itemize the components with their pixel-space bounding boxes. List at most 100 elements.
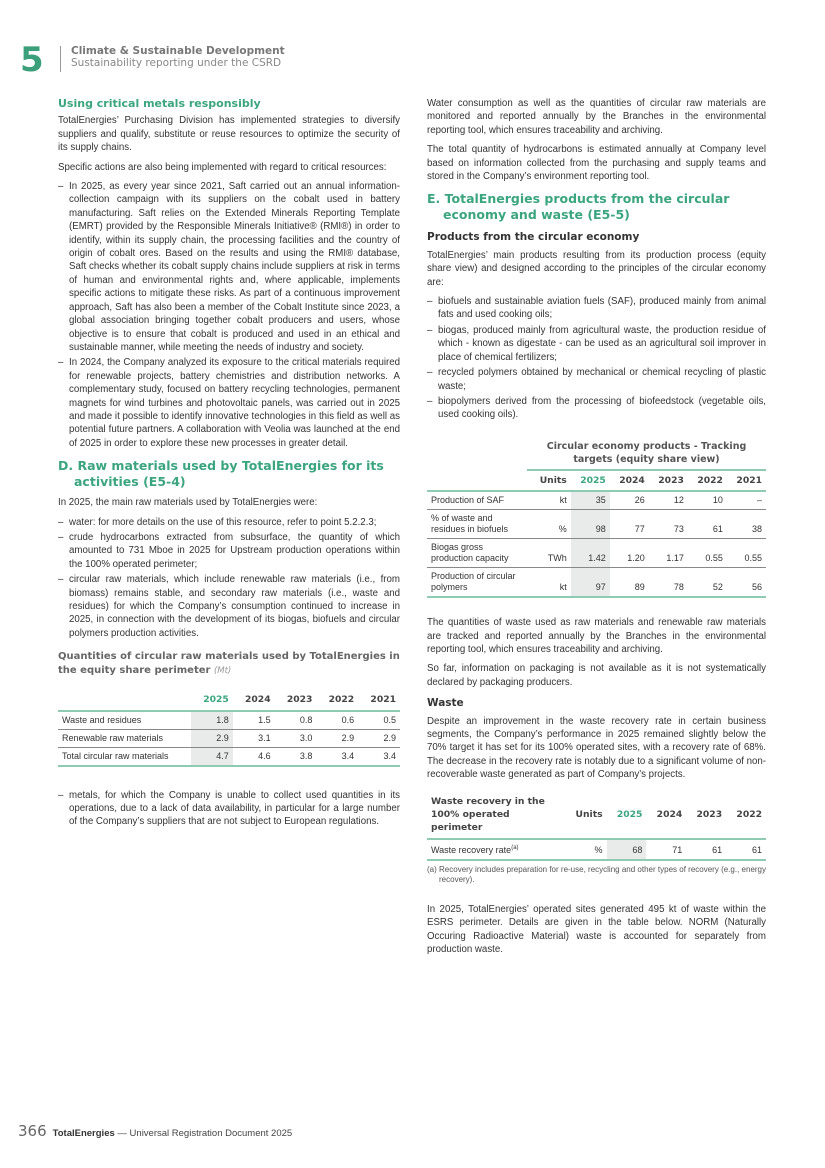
cell: 3.0 <box>274 729 317 748</box>
cell: 0.55 <box>726 538 766 569</box>
cell: 3.8 <box>274 747 317 767</box>
table-row: Waste and residues 1.8 1.5 0.8 0.6 0.5 <box>58 710 400 730</box>
table-row: Production of SAF kt 35 26 12 10– <box>427 491 766 511</box>
heading-waste: Waste <box>427 697 464 710</box>
cell: 0.6 <box>316 710 359 730</box>
waste-recovery-table: Waste recovery in the 100% operated peri… <box>427 791 766 861</box>
cell: 56 <box>726 567 766 599</box>
paragraph: TotalEnergies’ Purchasing Division has i… <box>58 115 400 154</box>
cell: 10 <box>687 491 727 511</box>
heading-raw-materials: D. Raw materials used by TotalEnergies f… <box>58 458 384 490</box>
cell: 4.7 <box>191 747 233 767</box>
cell: 97 <box>570 567 610 599</box>
cell: – <box>726 491 766 511</box>
list-item: biopolymers derived from the processing … <box>427 395 766 422</box>
column-header: 2025 <box>606 791 647 840</box>
row-label: Biogas gross production capacity <box>427 538 530 569</box>
cell: 61 <box>726 838 766 861</box>
list-item: biofuels and sustainable aviation fuels … <box>427 295 766 322</box>
cell: 68 <box>606 838 647 861</box>
cell: 2.9 <box>358 729 400 748</box>
header-divider <box>60 46 61 72</box>
cell: 2.9 <box>316 729 359 748</box>
cell: 35 <box>570 491 610 511</box>
footer-brand: TotalEnergies <box>52 1128 115 1139</box>
cell: 73 <box>648 509 688 540</box>
cell: 1.17 <box>648 538 688 569</box>
column-header: 2024 <box>232 690 275 712</box>
paragraph: So far, information on packaging is not … <box>427 663 766 688</box>
list-item: crude hydrocarbons extracted from subsur… <box>58 531 400 571</box>
table-title: Quantities of circular raw materials use… <box>58 650 400 678</box>
footnote-marker: (a) <box>511 844 519 851</box>
cell: 26 <box>609 491 649 511</box>
table-unit: (Mt) <box>213 666 232 677</box>
cell: 71 <box>646 838 687 861</box>
cell: % <box>565 838 607 861</box>
header-subtitle: Sustainability reporting under the CSRD <box>71 57 282 69</box>
right-column: Water consumption as well as the quantit… <box>427 97 766 962</box>
cell: 3.4 <box>316 747 359 767</box>
heading-products-circular-economy: Products from the circular economy <box>427 231 640 244</box>
column-header <box>427 470 530 493</box>
list-item: In 2025, as every year since 2021, Saft … <box>58 180 400 354</box>
column-header: 2022 <box>687 470 727 493</box>
cell: 77 <box>609 509 649 540</box>
page-number: 366 <box>18 1122 47 1140</box>
heading-critical-metals: Using critical metals responsibly <box>58 97 261 110</box>
metals-list-item: metals, for which the Company is unable … <box>58 789 400 829</box>
list-item: In 2024, the Company analyzed its exposu… <box>58 356 400 450</box>
cell: kt <box>530 567 571 599</box>
paragraph: TotalEnergies’ main products resulting f… <box>427 249 766 288</box>
paragraph: In 2025, the main raw materials used by … <box>58 497 318 509</box>
list-item: metals, for which the Company is unable … <box>58 789 400 829</box>
list-item: biogas, produced mainly from agricultura… <box>427 324 766 364</box>
column-header: 2025 <box>191 690 233 712</box>
table-row: Production of circular polymers kt 97 89 78 5… <box>427 567 766 599</box>
cell: 3.1 <box>232 729 275 748</box>
cell: 1.42 <box>570 538 610 569</box>
paragraph: Water consumption as well as the quantit… <box>427 98 766 136</box>
table-footnote: (a) Recovery includes preparation for re… <box>427 864 766 884</box>
row-label: Production of circular polymers <box>427 567 530 599</box>
cell: 89 <box>609 567 649 599</box>
cell: 4.6 <box>232 747 275 767</box>
row-label: % of waste and residues in biofuels <box>427 509 530 540</box>
cell: 3.4 <box>358 747 400 767</box>
cell: 2.9 <box>191 729 233 748</box>
cell: TWh <box>530 538 571 569</box>
cell: 98 <box>570 509 610 540</box>
table-row: Total circular raw materials 4.7 4.6 3.8 3.4… <box>58 747 400 767</box>
table-row: Biogas gross production capacity TWh 1.42 1… <box>427 538 766 569</box>
cell: 12 <box>648 491 688 511</box>
left-column: Using critical metals responsibly TotalE… <box>58 97 400 835</box>
column-header: Units <box>565 791 607 840</box>
heading-circular-products: E. TotalEnergies products from the circu… <box>427 191 730 223</box>
cell: 1.20 <box>609 538 649 569</box>
row-label: Renewable raw materials <box>58 729 191 748</box>
column-header: 2024 <box>646 791 687 840</box>
column-header <box>58 690 191 712</box>
row-label: Waste recovery rate(a) <box>427 838 565 861</box>
paragraph: In 2025, TotalEnergies’ operated sites g… <box>427 903 766 956</box>
chapter-number: 5 <box>20 40 44 80</box>
paragraph: Specific actions are also being implemen… <box>58 161 387 173</box>
cell: 61 <box>686 838 727 861</box>
cell: % <box>530 509 571 540</box>
metals-list: In 2025, as every year since 2021, Saft … <box>58 180 400 450</box>
list-item: circular raw materials, which include re… <box>58 573 400 640</box>
paragraph: The quantities of waste used as raw mate… <box>427 617 766 655</box>
column-header: 2023 <box>686 791 727 840</box>
cell: 61 <box>687 509 727 540</box>
row-label: Waste and residues <box>58 710 191 730</box>
row-label: Total circular raw materials <box>58 747 191 767</box>
column-header: Units <box>530 470 571 493</box>
list-item: recycled polymers obtained by mechanical… <box>427 366 766 393</box>
cell: 0.8 <box>274 710 317 730</box>
paragraph: The total quantity of hydrocarbons is es… <box>427 144 766 183</box>
column-header: Waste recovery in the 100% operated peri… <box>427 791 565 840</box>
cell: 1.5 <box>232 710 275 730</box>
row-label-text: Waste recovery rate <box>431 844 512 855</box>
products-list: biofuels and sustainable aviation fuels … <box>427 295 766 422</box>
cell: 52 <box>687 567 727 599</box>
